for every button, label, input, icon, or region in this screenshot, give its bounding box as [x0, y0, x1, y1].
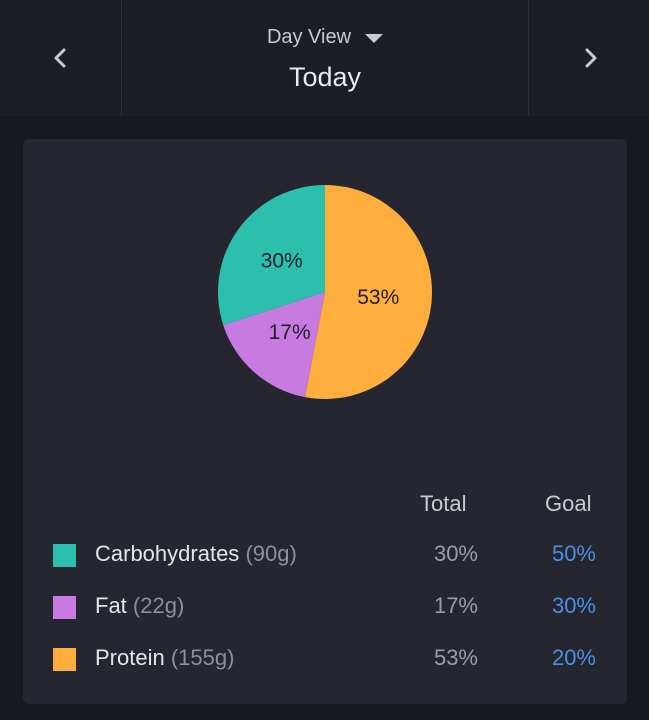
- macro-label: Fat (22g): [95, 593, 184, 619]
- view-mode-label: Day View: [266, 26, 352, 48]
- macro-goal: 50%: [551, 541, 596, 566]
- macro-goal: 20%: [551, 645, 596, 670]
- caret-down-icon: [365, 34, 384, 43]
- pie-label-fat: 17%: [269, 321, 311, 344]
- pie-slice-carbohydrates: [218, 185, 325, 326]
- date-selector: Day View Today: [122, 0, 528, 116]
- pie-label-protein: 53%: [357, 286, 399, 309]
- pie-slice-fat: [223, 292, 325, 398]
- previous-day-button[interactable]: [0, 0, 122, 116]
- macro-name: Fat: [95, 593, 127, 618]
- chevron-right-icon: [585, 48, 596, 68]
- macro-row-fat: Fat (22g) 17% 30%: [23, 588, 627, 628]
- macronutrients-card: 53% 17% 30% Total Goal Carbohydrates (90g)…: [23, 139, 627, 704]
- macro-total: 17%: [433, 593, 478, 618]
- macro-name: Protein: [95, 645, 165, 670]
- macro-name: Carbohydrates: [95, 541, 240, 566]
- macro-amount: (155g): [170, 645, 235, 670]
- date-title: Today: [288, 62, 362, 92]
- total-column-header: Total: [420, 491, 467, 516]
- macro-amount: (22g): [132, 593, 185, 618]
- macro-label: Protein (155g): [95, 645, 234, 671]
- fat-swatch: [53, 596, 76, 619]
- macro-total: 53%: [433, 645, 478, 670]
- view-mode-dropdown[interactable]: Day View: [122, 26, 528, 49]
- goal-column-header: Goal: [545, 491, 592, 516]
- next-day-button[interactable]: [528, 0, 649, 116]
- date-navigation-header: Day View Today: [0, 0, 649, 116]
- carbohydrates-swatch: [53, 544, 76, 567]
- macro-amount: (90g): [245, 541, 297, 566]
- pie-slice-protein: [304, 185, 433, 399]
- chevron-left-icon: [54, 48, 65, 68]
- pie-label-carbohydrates: 30%: [261, 250, 303, 273]
- macronutrient-pie-chart: 53% 17% 30%: [218, 185, 433, 399]
- macro-row-protein: Protein (155g) 53% 20%: [23, 640, 627, 680]
- macro-total: 30%: [433, 541, 478, 566]
- macro-label: Carbohydrates (90g): [95, 541, 297, 567]
- protein-swatch: [53, 648, 76, 671]
- macro-goal: 30%: [551, 593, 596, 618]
- macro-row-carbohydrates: Carbohydrates (90g) 30% 50%: [23, 536, 627, 576]
